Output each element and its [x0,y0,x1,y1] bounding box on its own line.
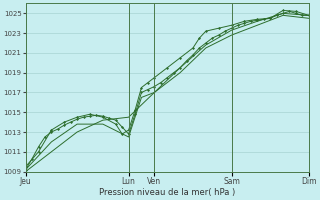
X-axis label: Pression niveau de la mer( hPa ): Pression niveau de la mer( hPa ) [99,188,235,197]
